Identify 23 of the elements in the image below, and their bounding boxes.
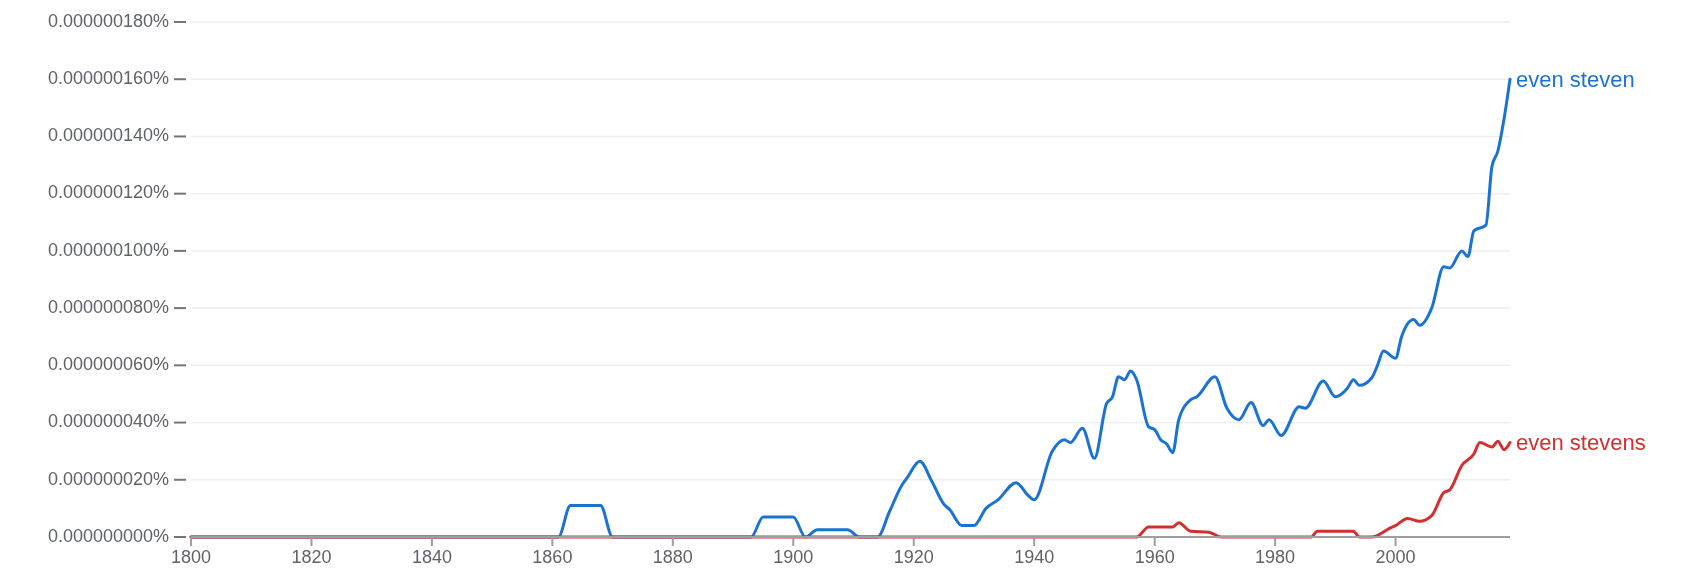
y-tick-label: 0.000000040% — [47, 411, 169, 432]
series-label: even steven — [1516, 67, 1635, 93]
y-tick-label: 0.000000020% — [47, 468, 169, 489]
x-tick-label: 1900 — [773, 547, 814, 567]
y-tick-label: 0.000000100% — [47, 239, 169, 260]
x-tick-label: 1860 — [532, 547, 573, 567]
series-label: even stevens — [1516, 430, 1646, 456]
x-tick-label: 1840 — [411, 547, 452, 567]
x-tick-label: 1960 — [1134, 547, 1175, 567]
x-tick-label: 1920 — [893, 547, 934, 567]
x-tick-label: 1800 — [170, 547, 212, 567]
y-tick-label: 0.000000080% — [47, 296, 169, 317]
x-tick-label: 1880 — [652, 547, 693, 567]
x-tick-label: 1980 — [1255, 547, 1296, 567]
y-tick-label: 0.000000000% — [47, 525, 169, 546]
y-tick-label: 0.000000140% — [47, 125, 169, 146]
y-tick-label: 0.000000120% — [47, 182, 169, 203]
x-tick-label: 1820 — [291, 547, 332, 567]
y-tick-label: 0.000000180% — [47, 10, 169, 31]
x-tick-label: 1940 — [1014, 547, 1055, 567]
x-tick-label: 2000 — [1375, 547, 1416, 567]
y-tick-label: 0.000000060% — [47, 354, 169, 375]
y-tick-label: 0.000000160% — [47, 67, 169, 88]
